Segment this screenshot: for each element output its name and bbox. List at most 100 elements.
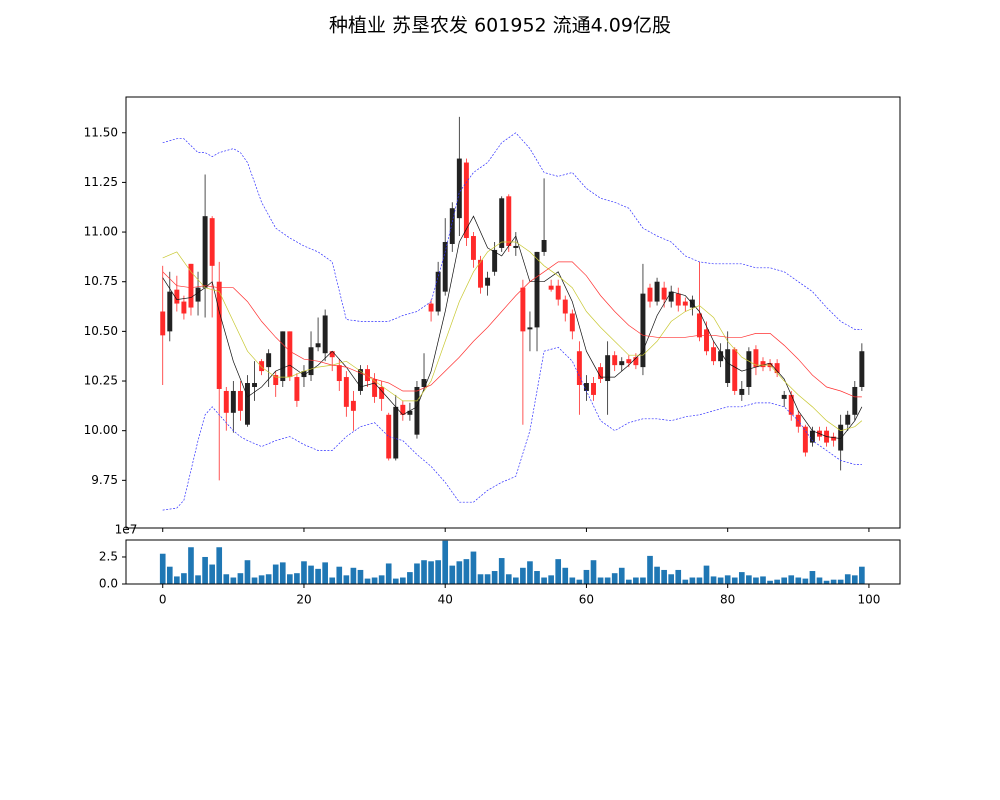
volume-bar	[202, 556, 208, 584]
volume-bar	[343, 575, 350, 584]
volume-bar	[272, 564, 279, 584]
candle-body	[499, 198, 505, 248]
volume-bar	[527, 561, 533, 584]
volume-bar	[654, 566, 660, 584]
volume-bar	[767, 580, 773, 584]
volume-bar	[329, 577, 336, 584]
volume-bar	[830, 579, 837, 584]
candle-body	[562, 299, 568, 314]
candle-body	[308, 347, 314, 376]
candle-body	[343, 377, 349, 407]
candle-body	[732, 349, 738, 391]
volume-bar	[505, 574, 512, 584]
line-series	[162, 215, 863, 439]
candle-body	[831, 436, 837, 441]
volume-bar	[301, 561, 307, 584]
candle-body	[174, 289, 180, 304]
candle-body	[357, 369, 363, 391]
candle-body	[188, 263, 194, 308]
candle-body	[605, 355, 611, 382]
volume-bar	[844, 574, 851, 584]
volume-bar	[392, 578, 399, 584]
candle-body	[237, 390, 243, 411]
candle-body	[696, 313, 702, 338]
candle-body	[619, 361, 625, 366]
candle-body	[633, 357, 639, 366]
volume-bar	[294, 573, 300, 584]
volume-bar	[647, 555, 653, 584]
volume-bar	[696, 577, 703, 584]
axis-offset-label: 1e7	[115, 523, 138, 537]
volume-bar	[534, 571, 540, 584]
candle-body	[809, 430, 815, 443]
axes-frame	[125, 539, 901, 585]
candle-body	[753, 349, 759, 368]
volume-bar	[209, 564, 215, 584]
volume-bar	[851, 575, 858, 584]
candle-body	[640, 293, 646, 368]
candle-body	[216, 281, 222, 389]
axes-frame	[125, 96, 901, 529]
candle-body	[845, 414, 851, 425]
volume-bar	[188, 547, 194, 584]
volume-bar	[166, 566, 173, 584]
volume-bar	[774, 579, 780, 584]
volume-bar	[604, 577, 611, 584]
volume-bar	[760, 576, 766, 584]
volume-bar	[753, 577, 759, 584]
volume-bar	[456, 561, 463, 584]
candle-body	[273, 375, 279, 385]
candle-body	[322, 315, 328, 354]
candle-body	[675, 293, 681, 306]
volume-bar	[477, 574, 484, 584]
volume-bar	[258, 575, 265, 584]
volume-bar	[859, 566, 865, 584]
x-tick-label: 20	[296, 593, 311, 607]
volume-bar	[428, 561, 434, 584]
y-tick-label: 11.00	[84, 225, 118, 239]
volume-bar	[802, 578, 809, 584]
candle-body	[576, 351, 582, 385]
candle-body	[195, 287, 201, 302]
candle-body	[294, 377, 300, 401]
candle-body	[202, 216, 208, 288]
volume-bar	[350, 567, 357, 584]
volume-bar	[625, 579, 632, 584]
x-tick-label: 40	[438, 593, 453, 607]
candle-body	[591, 383, 596, 395]
candle-body	[781, 394, 787, 399]
candle-body	[280, 331, 286, 382]
volume-bar	[576, 579, 583, 584]
candle-body	[859, 351, 865, 387]
candle-body	[449, 208, 455, 244]
candle-body	[725, 349, 731, 384]
candle-body	[492, 249, 498, 272]
candle-body	[788, 394, 794, 415]
volume-bar	[308, 565, 314, 584]
volume-bar	[541, 577, 547, 584]
candle-body	[421, 379, 427, 387]
candle-body	[583, 383, 589, 391]
candle-body	[181, 301, 187, 314]
candle-body	[704, 329, 709, 352]
candle-body	[428, 303, 434, 312]
volume-bar	[251, 577, 258, 584]
volume-bar	[597, 577, 604, 584]
candle-body	[244, 383, 250, 425]
candle-body	[513, 245, 519, 248]
volume-bar	[548, 575, 554, 584]
volume-bar	[223, 574, 230, 584]
volume-bar	[322, 562, 328, 584]
y-tick-label: 9.75	[91, 473, 118, 487]
volume-bar	[237, 573, 244, 584]
x-tick-label: 0	[159, 593, 167, 607]
candle-body	[647, 287, 653, 302]
candle-body	[485, 277, 491, 286]
volume-bar	[562, 567, 569, 584]
y-tick-label: 2.5	[99, 549, 118, 563]
candle-body	[167, 291, 173, 332]
volume-bar	[731, 577, 738, 584]
candle-body	[400, 404, 406, 415]
